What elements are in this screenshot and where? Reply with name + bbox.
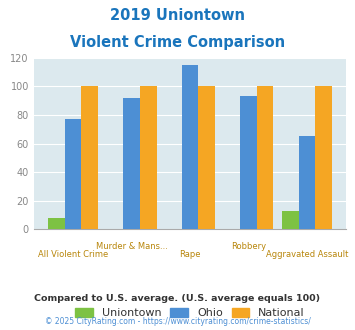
Text: © 2025 CityRating.com - https://www.cityrating.com/crime-statistics/: © 2025 CityRating.com - https://www.city… [45, 317, 310, 326]
Text: Robbery: Robbery [231, 242, 266, 250]
Bar [123, 98, 140, 229]
Text: Compared to U.S. average. (U.S. average equals 100): Compared to U.S. average. (U.S. average … [34, 294, 321, 303]
Text: Aggravated Assault: Aggravated Assault [266, 250, 348, 259]
Bar [65, 119, 81, 229]
Bar [282, 211, 299, 229]
Bar [181, 65, 198, 229]
Text: 2019 Uniontown: 2019 Uniontown [110, 8, 245, 23]
Bar [240, 96, 257, 229]
Legend: Uniontown, Ohio, National: Uniontown, Ohio, National [71, 304, 309, 323]
Bar [48, 218, 65, 229]
Text: Violent Crime Comparison: Violent Crime Comparison [70, 35, 285, 50]
Text: Murder & Mans...: Murder & Mans... [95, 242, 168, 250]
Bar [299, 136, 315, 229]
Bar [257, 86, 273, 229]
Bar [198, 86, 215, 229]
Text: All Violent Crime: All Violent Crime [38, 250, 108, 259]
Bar [140, 86, 157, 229]
Bar [81, 86, 98, 229]
Text: Rape: Rape [179, 250, 201, 259]
Bar [315, 86, 332, 229]
